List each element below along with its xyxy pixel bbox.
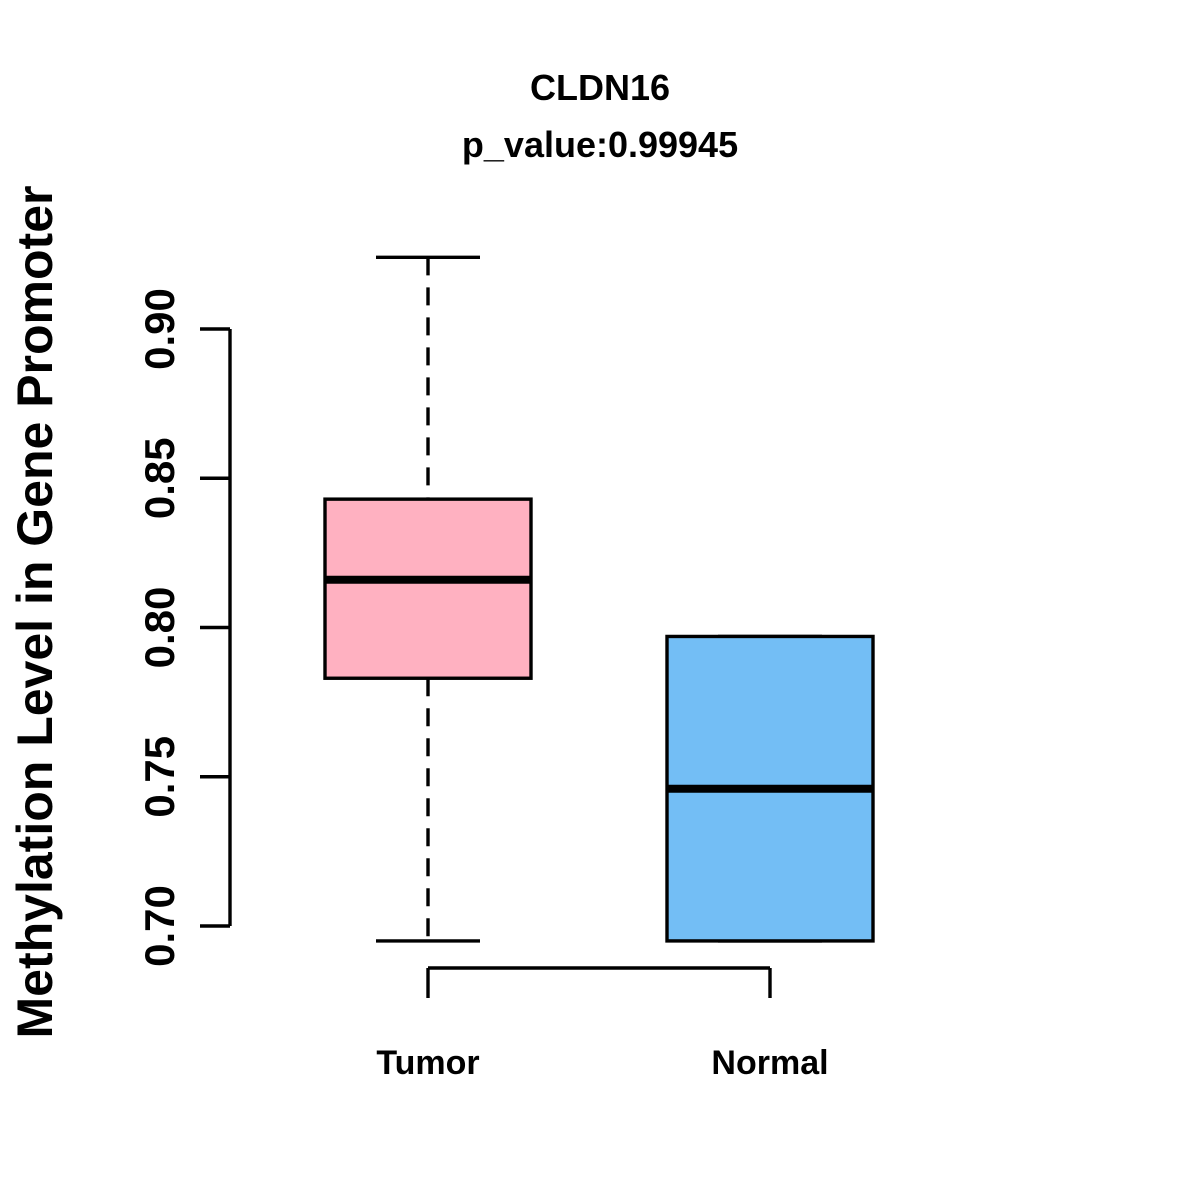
y-tick-label: 0.90	[136, 288, 183, 370]
chart-subtitle: p_value:0.99945	[462, 124, 738, 165]
x-group-label-normal: Normal	[711, 1044, 828, 1082]
y-tick-label: 0.70	[136, 885, 183, 967]
y-tick-label: 0.85	[136, 437, 183, 519]
y-tick-label: 0.75	[136, 736, 183, 818]
plot-area: 0.70 0.75 0.80 0.85 0.90 Tumor Normal	[136, 255, 875, 1082]
y-axis-title: Methylation Level in Gene Promoter	[7, 186, 63, 1039]
tumor-box	[323, 497, 533, 680]
x-group-label-tumor: Tumor	[376, 1044, 479, 1082]
y-tick-label: 0.80	[136, 587, 183, 669]
chart-title: CLDN16	[530, 67, 670, 108]
